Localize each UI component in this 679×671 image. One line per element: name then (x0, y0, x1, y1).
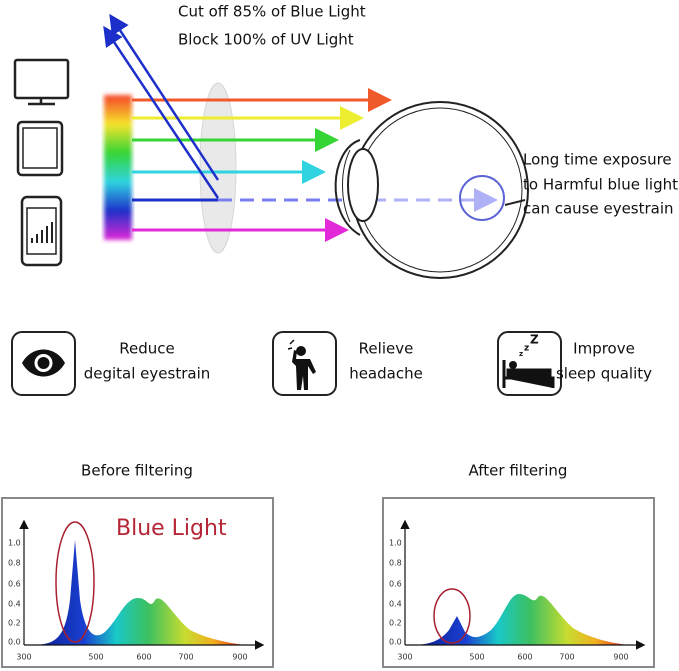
eye (334, 101, 529, 279)
y-tick-label: 0.2 (389, 619, 402, 628)
svg-text:z: z (519, 350, 523, 358)
y-tick-label: 1.0 (389, 539, 402, 548)
y-tick-label: 0.0 (389, 638, 402, 647)
device-icons (13, 58, 70, 267)
benefit-text: degital eyestrain (84, 365, 211, 383)
panel-title: Before filtering (81, 462, 193, 480)
y-tick-label: 0.8 (389, 559, 402, 568)
y-tick-label: 0.8 (8, 559, 21, 568)
highlight-circle (459, 175, 505, 221)
svg-text:Z: Z (530, 333, 539, 347)
highlight-ellipse (433, 588, 471, 644)
header-line: Block 100% of UV Light (178, 31, 354, 49)
benefit-icons: z z Z (11, 331, 562, 396)
x-tick-label: 300 (16, 653, 31, 662)
rainbow-bar (104, 95, 132, 240)
blue-light-label: Blue Light (116, 516, 227, 541)
x-tick-label: 700 (559, 653, 574, 662)
y-tick-label: 0.2 (8, 619, 21, 628)
spectrum-curve (30, 540, 245, 645)
panel-title: After filtering (469, 462, 568, 480)
y-tick-label: 0.4 (8, 600, 21, 609)
x-tick-label: 700 (178, 653, 193, 662)
x-tick-label: 500 (469, 653, 484, 662)
x-tick-label: 900 (232, 653, 247, 662)
benefit-text: Reduce (119, 340, 174, 358)
rays (103, 13, 498, 242)
highlight-ellipse (55, 521, 95, 643)
eye-note: to Harmful blue light (523, 176, 678, 194)
header-line: Cut off 85% of Blue Light (178, 3, 366, 21)
x-tick-label: 600 (517, 653, 532, 662)
benefit-text: Improve (573, 340, 635, 358)
x-tick-label: 500 (88, 653, 103, 662)
x-tick-label: 600 (136, 653, 151, 662)
x-tick-label: 900 (613, 653, 628, 662)
x-tick-label: 300 (397, 653, 412, 662)
y-tick-label: 0.0 (8, 638, 21, 647)
spectrum-curve (411, 594, 628, 645)
svg-text:z: z (524, 344, 529, 354)
spectra: Before filtering 1.0 0.8 0.6 0.4 0.2 0.0 300 500… (1, 462, 655, 668)
lens (199, 82, 237, 254)
eye-note: can cause eyestrain (523, 200, 674, 218)
y-tick-label: 0.6 (389, 580, 402, 589)
benefit-text: Relieve (359, 340, 414, 358)
y-tick-label: 0.6 (8, 580, 21, 589)
y-tick-label: 1.0 (8, 539, 21, 548)
benefit-text: headache (349, 365, 423, 383)
benefit-text: sleep quality (556, 365, 652, 383)
eye-note: Long time exposure (523, 151, 672, 169)
y-tick-label: 0.4 (389, 600, 402, 609)
